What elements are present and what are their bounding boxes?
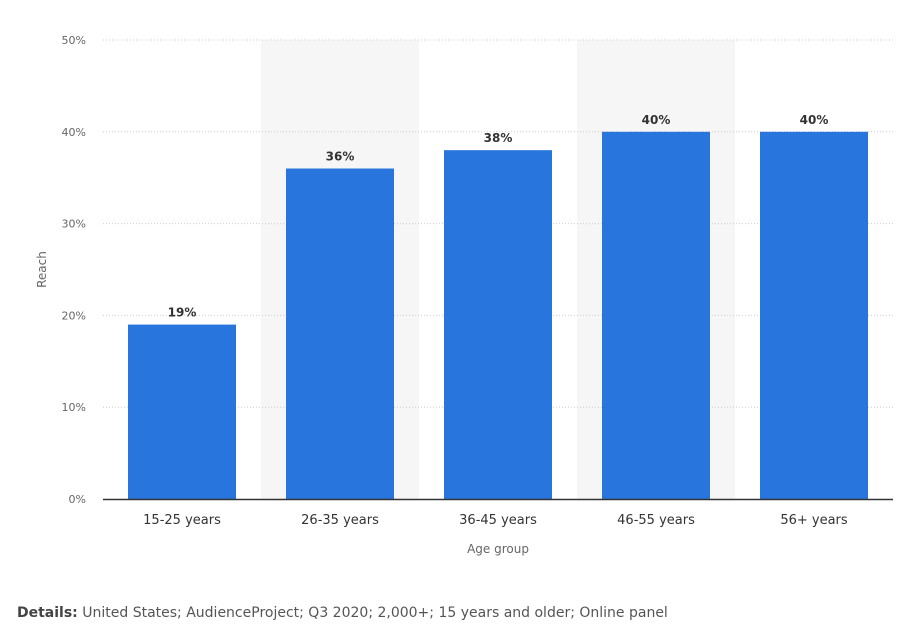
y-axis-ticks: 0% 10% 20% 30% 40% 50% <box>62 34 86 506</box>
chart: 0% 10% 20% 30% 40% 50% 19% 36% 38% 40% 40% 15-25 … <box>35 34 893 556</box>
x-tick-label-3: 46-55 years <box>617 513 695 528</box>
bar-chart-svg: 0% 10% 20% 30% 40% 50% 19% 36% 38% 40% 40% 15-25 … <box>35 34 893 556</box>
y-tick-label-30: 30% <box>62 218 86 231</box>
bar-1 <box>286 168 394 499</box>
data-label-1: 36% <box>326 150 355 164</box>
data-label-4: 40% <box>800 113 829 127</box>
bar-2 <box>444 150 552 499</box>
details-label: Details: <box>17 605 78 621</box>
x-tick-label-4: 56+ years <box>780 513 848 528</box>
data-label-0: 19% <box>168 306 197 320</box>
bar-4 <box>760 131 868 500</box>
x-tick-label-1: 26-35 years <box>301 513 379 528</box>
y-tick-label-20: 20% <box>62 309 86 322</box>
data-label-3: 40% <box>642 113 671 127</box>
details-text: United States; AudienceProject; Q3 2020;… <box>82 605 668 621</box>
y-tick-label-0: 0% <box>69 493 86 506</box>
x-axis-ticks: 15-25 years 26-35 years 36-45 years 46-55 y… <box>143 513 848 528</box>
y-axis-title: Reach <box>35 251 49 288</box>
bar-3 <box>602 131 710 500</box>
bar-0 <box>128 324 236 499</box>
y-tick-label-40: 40% <box>62 126 86 139</box>
x-tick-label-2: 36-45 years <box>459 513 537 528</box>
data-labels: 19% 36% 38% 40% 40% <box>168 113 829 320</box>
x-tick-label-0: 15-25 years <box>143 513 221 528</box>
y-tick-label-50: 50% <box>62 34 86 47</box>
bars <box>128 131 868 500</box>
x-axis-title: Age group <box>467 542 529 556</box>
y-tick-label-10: 10% <box>62 401 86 414</box>
data-label-2: 38% <box>484 131 513 145</box>
details-note: Details: United States; AudienceProject;… <box>17 605 668 621</box>
